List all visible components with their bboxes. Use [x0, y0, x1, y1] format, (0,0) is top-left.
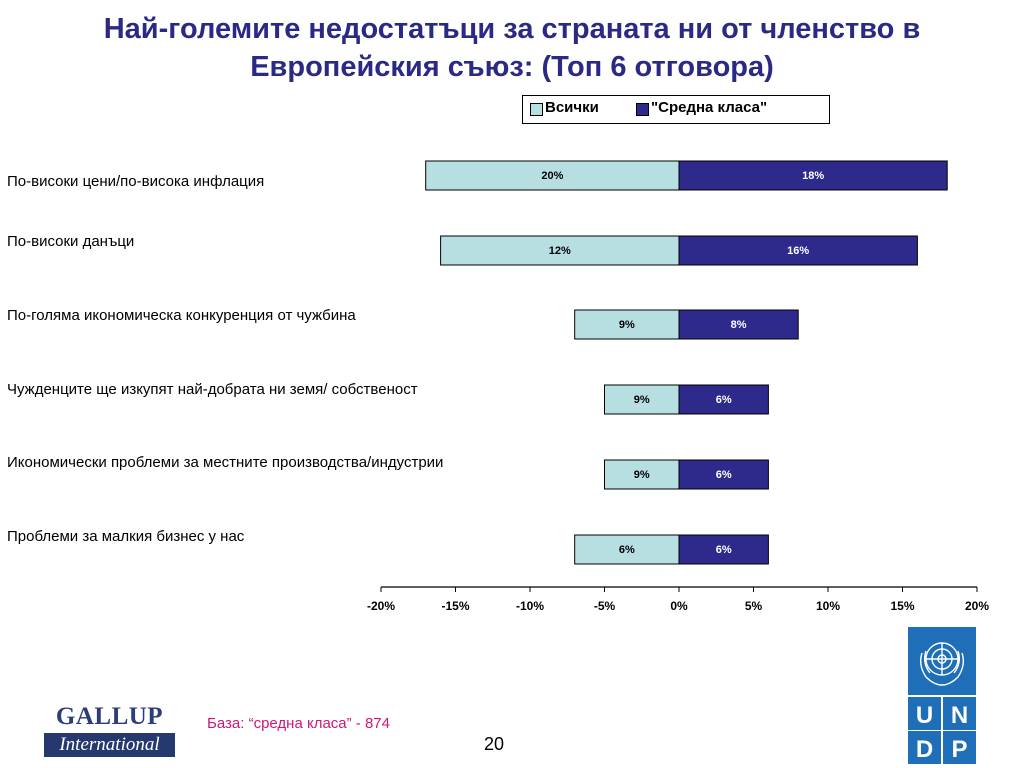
undp-letter-n: N: [951, 702, 968, 729]
data-label-middle-class: 18%: [802, 170, 824, 182]
legend-label-middle-class: "Средна класа": [651, 99, 768, 116]
x-tick-label: 10%: [816, 599, 840, 613]
undp-letter-d: D: [916, 736, 933, 763]
title-line-2: Европейския съюз: (Топ 6 отговора): [250, 51, 774, 83]
base-note: База: “средна класа” - 874: [207, 715, 390, 732]
x-tick-label: -10%: [516, 599, 544, 613]
data-label-middle-class: 6%: [716, 544, 732, 556]
bar-middle-class: [678, 459, 769, 490]
category-label: Проблеми за малкия бизнес у нас: [7, 528, 245, 545]
bar-middle-class: [678, 235, 918, 266]
category-label: По-голяма икономическа конкуренция от чу…: [7, 307, 356, 324]
data-label-middle-class: 8%: [731, 319, 747, 331]
data-label-middle-class: 16%: [787, 245, 809, 257]
data-label-all: 20%: [541, 170, 563, 182]
bar-all: [574, 534, 680, 565]
data-label-all: 12%: [549, 245, 571, 257]
page-title: Най-големите недостатъци за страната ни …: [0, 10, 1024, 86]
category-label: По-високи цени/по-висока инфлация: [7, 173, 265, 190]
legend-swatch-all: [530, 103, 543, 116]
x-tick-label: 5%: [745, 599, 763, 613]
bar-middle-class: [678, 384, 769, 415]
category-label: Чужденците ще изкупят най-добрата ни зем…: [7, 381, 418, 398]
bar-chart: 20% 18% 12% 16% 9% 8% 9% 6% 9% 6% 6% 6% -20% -15% -10%…: [367, 160, 989, 613]
chart-legend: Всички "Средна класа": [522, 95, 830, 124]
x-tick-label: -5%: [594, 599, 616, 613]
bar-all: [425, 160, 680, 191]
bar-all: [604, 384, 680, 415]
undp-letter-u: U: [916, 702, 933, 729]
x-tick-label: 15%: [890, 599, 914, 613]
data-label-all: 9%: [634, 469, 650, 481]
gallup-logo: GALLUP International: [44, 703, 175, 757]
legend-swatch-middle-class: [636, 103, 649, 116]
undp-logo: U N D P: [908, 627, 976, 764]
legend-label-all: Всички: [545, 99, 599, 116]
x-tick-label: -20%: [367, 599, 395, 613]
data-label-middle-class: 6%: [716, 469, 732, 481]
bar-middle-class: [678, 160, 948, 191]
x-tick-label: 20%: [965, 599, 989, 613]
data-label-middle-class: 6%: [716, 394, 732, 406]
bar-middle-class: [678, 534, 769, 565]
data-label-all: 6%: [619, 544, 635, 556]
un-emblem-icon: [919, 642, 965, 686]
gallup-logo-top: GALLUP: [55, 703, 164, 730]
bar-all: [604, 459, 680, 490]
title-line-1: Най-големите недостатъци за страната ни …: [103, 13, 921, 45]
category-label: Икономически проблеми за местните произв…: [7, 454, 444, 471]
data-label-all: 9%: [634, 394, 650, 406]
bar-middle-class: [678, 309, 799, 340]
gallup-logo-bottom: International: [44, 733, 175, 757]
x-tick-label: 0%: [670, 599, 688, 613]
bar-all: [440, 235, 680, 266]
undp-letter-p: P: [951, 736, 967, 763]
page-number: 20: [484, 734, 505, 754]
category-label: По-високи данъци: [7, 233, 135, 250]
data-label-all: 9%: [619, 319, 635, 331]
x-tick-label: -15%: [441, 599, 469, 613]
